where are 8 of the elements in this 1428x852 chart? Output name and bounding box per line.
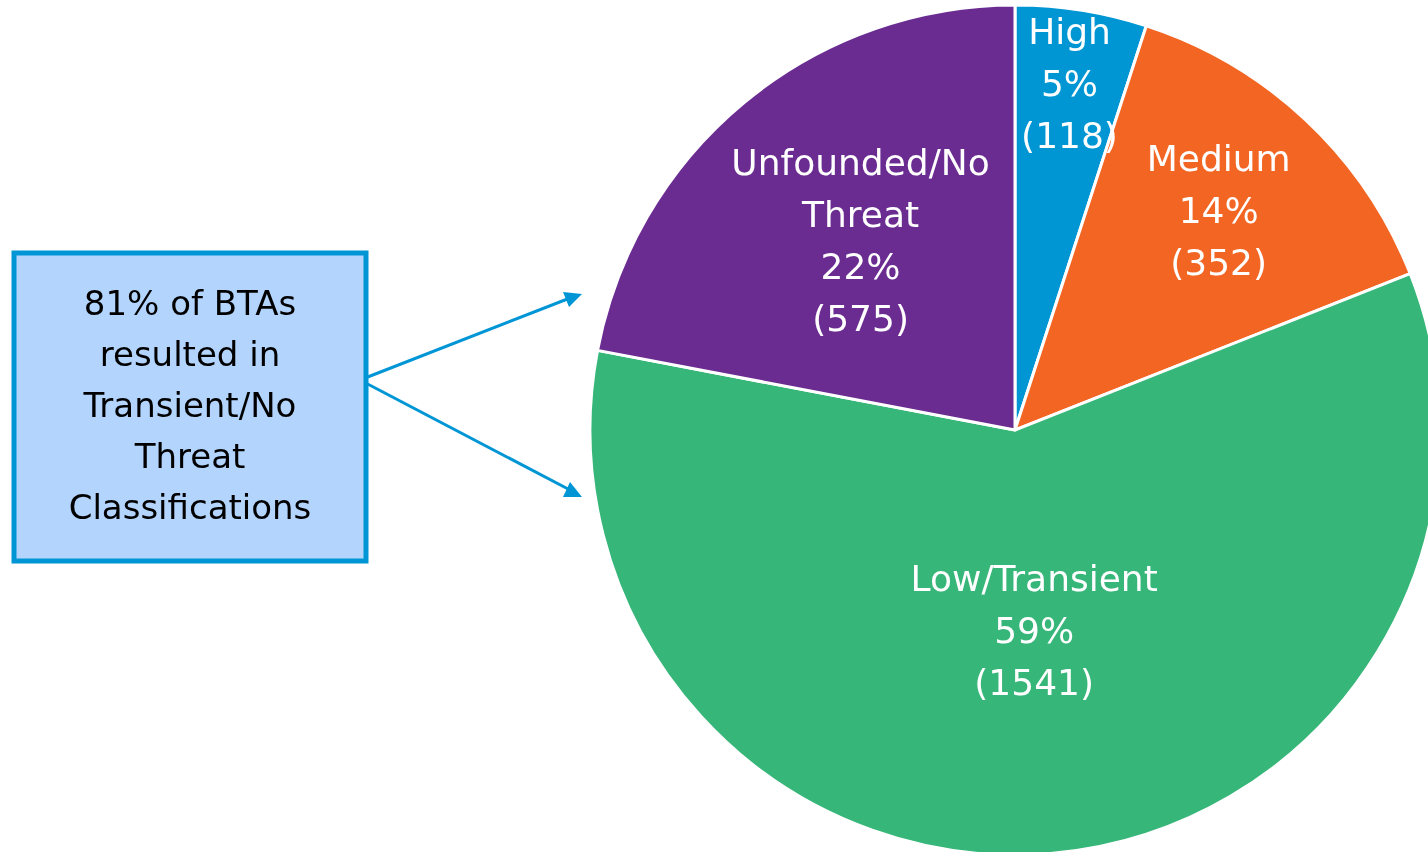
text: 81% of BTAs resulted in Transient/No Threat Classifications	[68, 282, 312, 527]
slice-label: Low/Transient	[910, 558, 1158, 600]
slice-label: Unfounded/No Threat	[731, 142, 990, 236]
slice-label: High	[1028, 10, 1111, 52]
data-label: 22% (575)	[812, 246, 909, 340]
data-label: 14% (352)	[1170, 190, 1268, 284]
data-label: 59% (1541)	[974, 610, 1095, 704]
slice-label: Medium	[1146, 138, 1291, 180]
